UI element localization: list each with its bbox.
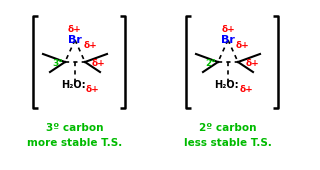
Text: 3°: 3° bbox=[52, 58, 63, 67]
Text: δ+: δ+ bbox=[239, 86, 253, 95]
Text: 3º carbon: 3º carbon bbox=[46, 123, 104, 133]
Text: more stable T.S.: more stable T.S. bbox=[28, 138, 123, 148]
Text: δ+: δ+ bbox=[68, 26, 82, 35]
Text: 2°: 2° bbox=[205, 58, 216, 67]
Text: δ+: δ+ bbox=[221, 26, 235, 35]
Text: less stable T.S.: less stable T.S. bbox=[184, 138, 272, 148]
Text: δ+: δ+ bbox=[83, 41, 97, 50]
Text: δ+: δ+ bbox=[245, 58, 259, 67]
Text: δ+: δ+ bbox=[92, 58, 106, 67]
Text: 2º carbon: 2º carbon bbox=[199, 123, 257, 133]
Text: δ+: δ+ bbox=[86, 86, 100, 95]
Text: δ+: δ+ bbox=[236, 41, 250, 50]
Text: Br: Br bbox=[68, 35, 82, 45]
Text: Br: Br bbox=[221, 35, 235, 45]
Text: H₂O:: H₂O: bbox=[214, 80, 238, 90]
Text: H₂O:: H₂O: bbox=[61, 80, 85, 90]
